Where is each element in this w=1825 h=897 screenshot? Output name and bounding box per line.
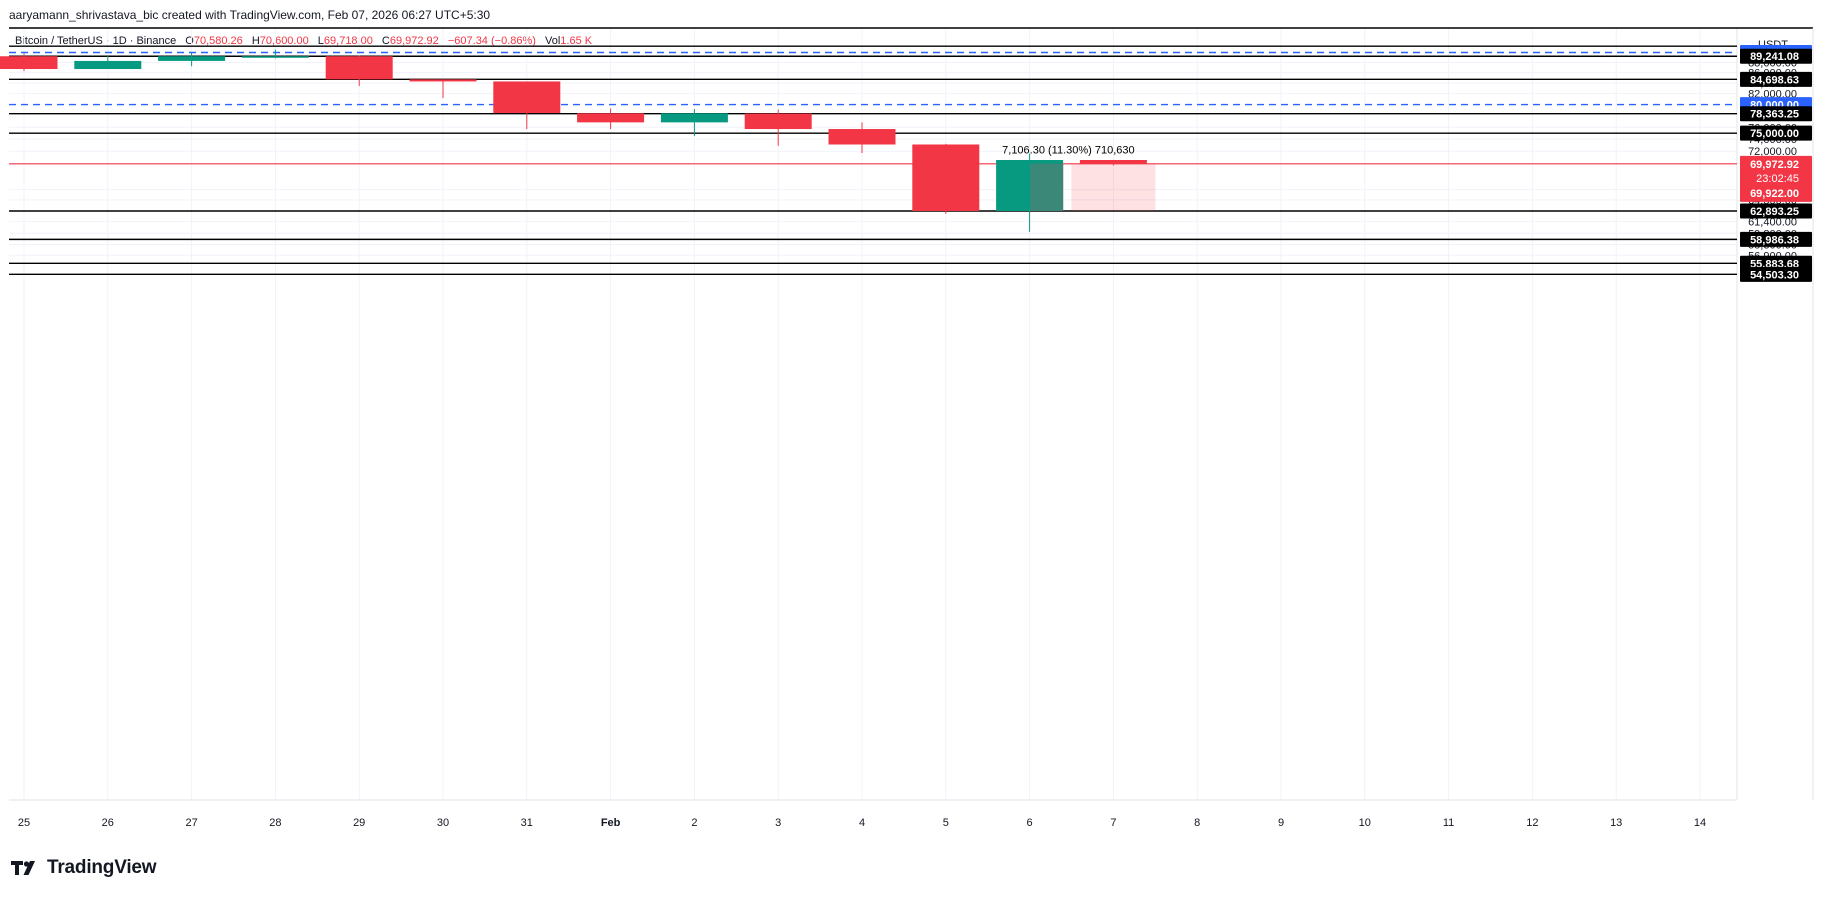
level-price-tag: 62,893.25 [1750,206,1799,218]
legend-close-label: C [381,35,390,47]
y-tick-label: 61,400.00 [1748,217,1797,229]
candle-body[interactable] [241,56,309,58]
legend-low-label: L [317,35,324,47]
legend-close-value: 69,972.92 [389,35,439,47]
candle-body[interactable] [325,56,393,80]
legend-open-value: 70,580.26 [193,35,243,47]
candle-body[interactable] [1079,160,1147,164]
tradingview-logo[interactable]: TradingView [11,857,157,879]
level-price-tag: 75,000.00 [1750,128,1799,140]
x-tick-label: 27 [185,817,197,829]
x-tick-label: 29 [353,817,365,829]
x-tick-label: 31 [521,817,533,829]
x-tick-label: Feb [601,817,621,829]
legend-open-label: O [185,35,194,47]
candle-body[interactable] [912,144,980,212]
countdown-tag: 23:02:45 [1756,173,1799,185]
level-price-tag: 54,503.30 [1750,269,1799,281]
x-tick-label: 28 [269,817,281,829]
candle-body[interactable] [744,113,812,130]
symbol-legend: Bitcoin / TetherUS · 1D · Binance O70,58… [15,35,592,47]
x-tick-label: 26 [102,817,114,829]
measure-label: 7,106.30 (11.30%) 710,630 [1002,145,1135,157]
candle-body[interactable] [660,113,728,123]
level-price-tag-bg [1740,71,1812,87]
chart-credit: aaryamann_shrivastava_bic created with T… [9,8,491,22]
measure-range-box[interactable] [1071,163,1156,212]
x-tick-label: 10 [1359,817,1371,829]
legend-high-value: 70,600.00 [259,35,309,47]
last-price-tag: 69,972.92 [1750,159,1799,171]
candle-body[interactable] [577,113,645,123]
candle-body[interactable] [74,60,142,70]
measure-overlay [1030,163,1064,212]
level-price-tag: 58,986.38 [1750,234,1799,246]
candle-body[interactable] [409,79,477,82]
level-price-tag-bg [1740,231,1812,247]
tradingview-logo-text: TradingView [47,857,157,878]
level-price-tag: 78,363.25 [1750,109,1799,121]
legend-low-value: 69,718.00 [323,35,373,47]
level-price-tag: 89,241.08 [1750,51,1799,63]
legend-symbol[interactable]: Bitcoin / TetherUS · 1D · Binance [15,35,177,47]
candle-body[interactable] [0,56,58,70]
y-tick-label: 72,000.00 [1748,146,1797,158]
legend-volume-value: 1.65 K [560,35,593,47]
x-tick-label: 11 [1443,817,1454,829]
x-tick-label: 2 [691,817,697,829]
last-price-tag-bg [1740,155,1812,202]
legend-high-label: H [251,35,260,47]
x-tick-label: 14 [1694,817,1706,829]
x-tick-label: 9 [1278,817,1284,829]
legend-volume-label: Vol [545,35,561,47]
x-tick-label: 12 [1526,817,1538,829]
candle-body[interactable] [158,56,226,61]
x-tick-label: 30 [437,817,449,829]
x-tick-label: 25 [18,817,30,829]
candle-body[interactable] [493,81,561,113]
high-marker-tag: 69,922.00 [1750,188,1799,200]
level-price-tag: 84,698.63 [1750,74,1799,86]
level-price-tag-bg [1740,203,1812,219]
tradingview-logo-icon [11,861,35,875]
x-tick-label: 13 [1610,817,1622,829]
level-price-tag-bg [1740,266,1812,282]
level-price-tag-bg [1740,106,1812,122]
x-tick-label: 7 [1110,817,1116,829]
candle-body[interactable] [996,160,1064,212]
candle-body[interactable] [828,129,896,145]
x-tick-label: 6 [1027,817,1033,829]
x-tick-label: 4 [859,817,865,829]
x-tick-label: 5 [943,817,949,829]
legend-change: −607.34 (−0.86%) [447,35,536,47]
x-tick-label: 8 [1194,817,1200,829]
level-price-tag-bg [1740,125,1812,141]
x-tick-label: 3 [775,817,781,829]
level-price-tag-bg [1740,48,1812,64]
